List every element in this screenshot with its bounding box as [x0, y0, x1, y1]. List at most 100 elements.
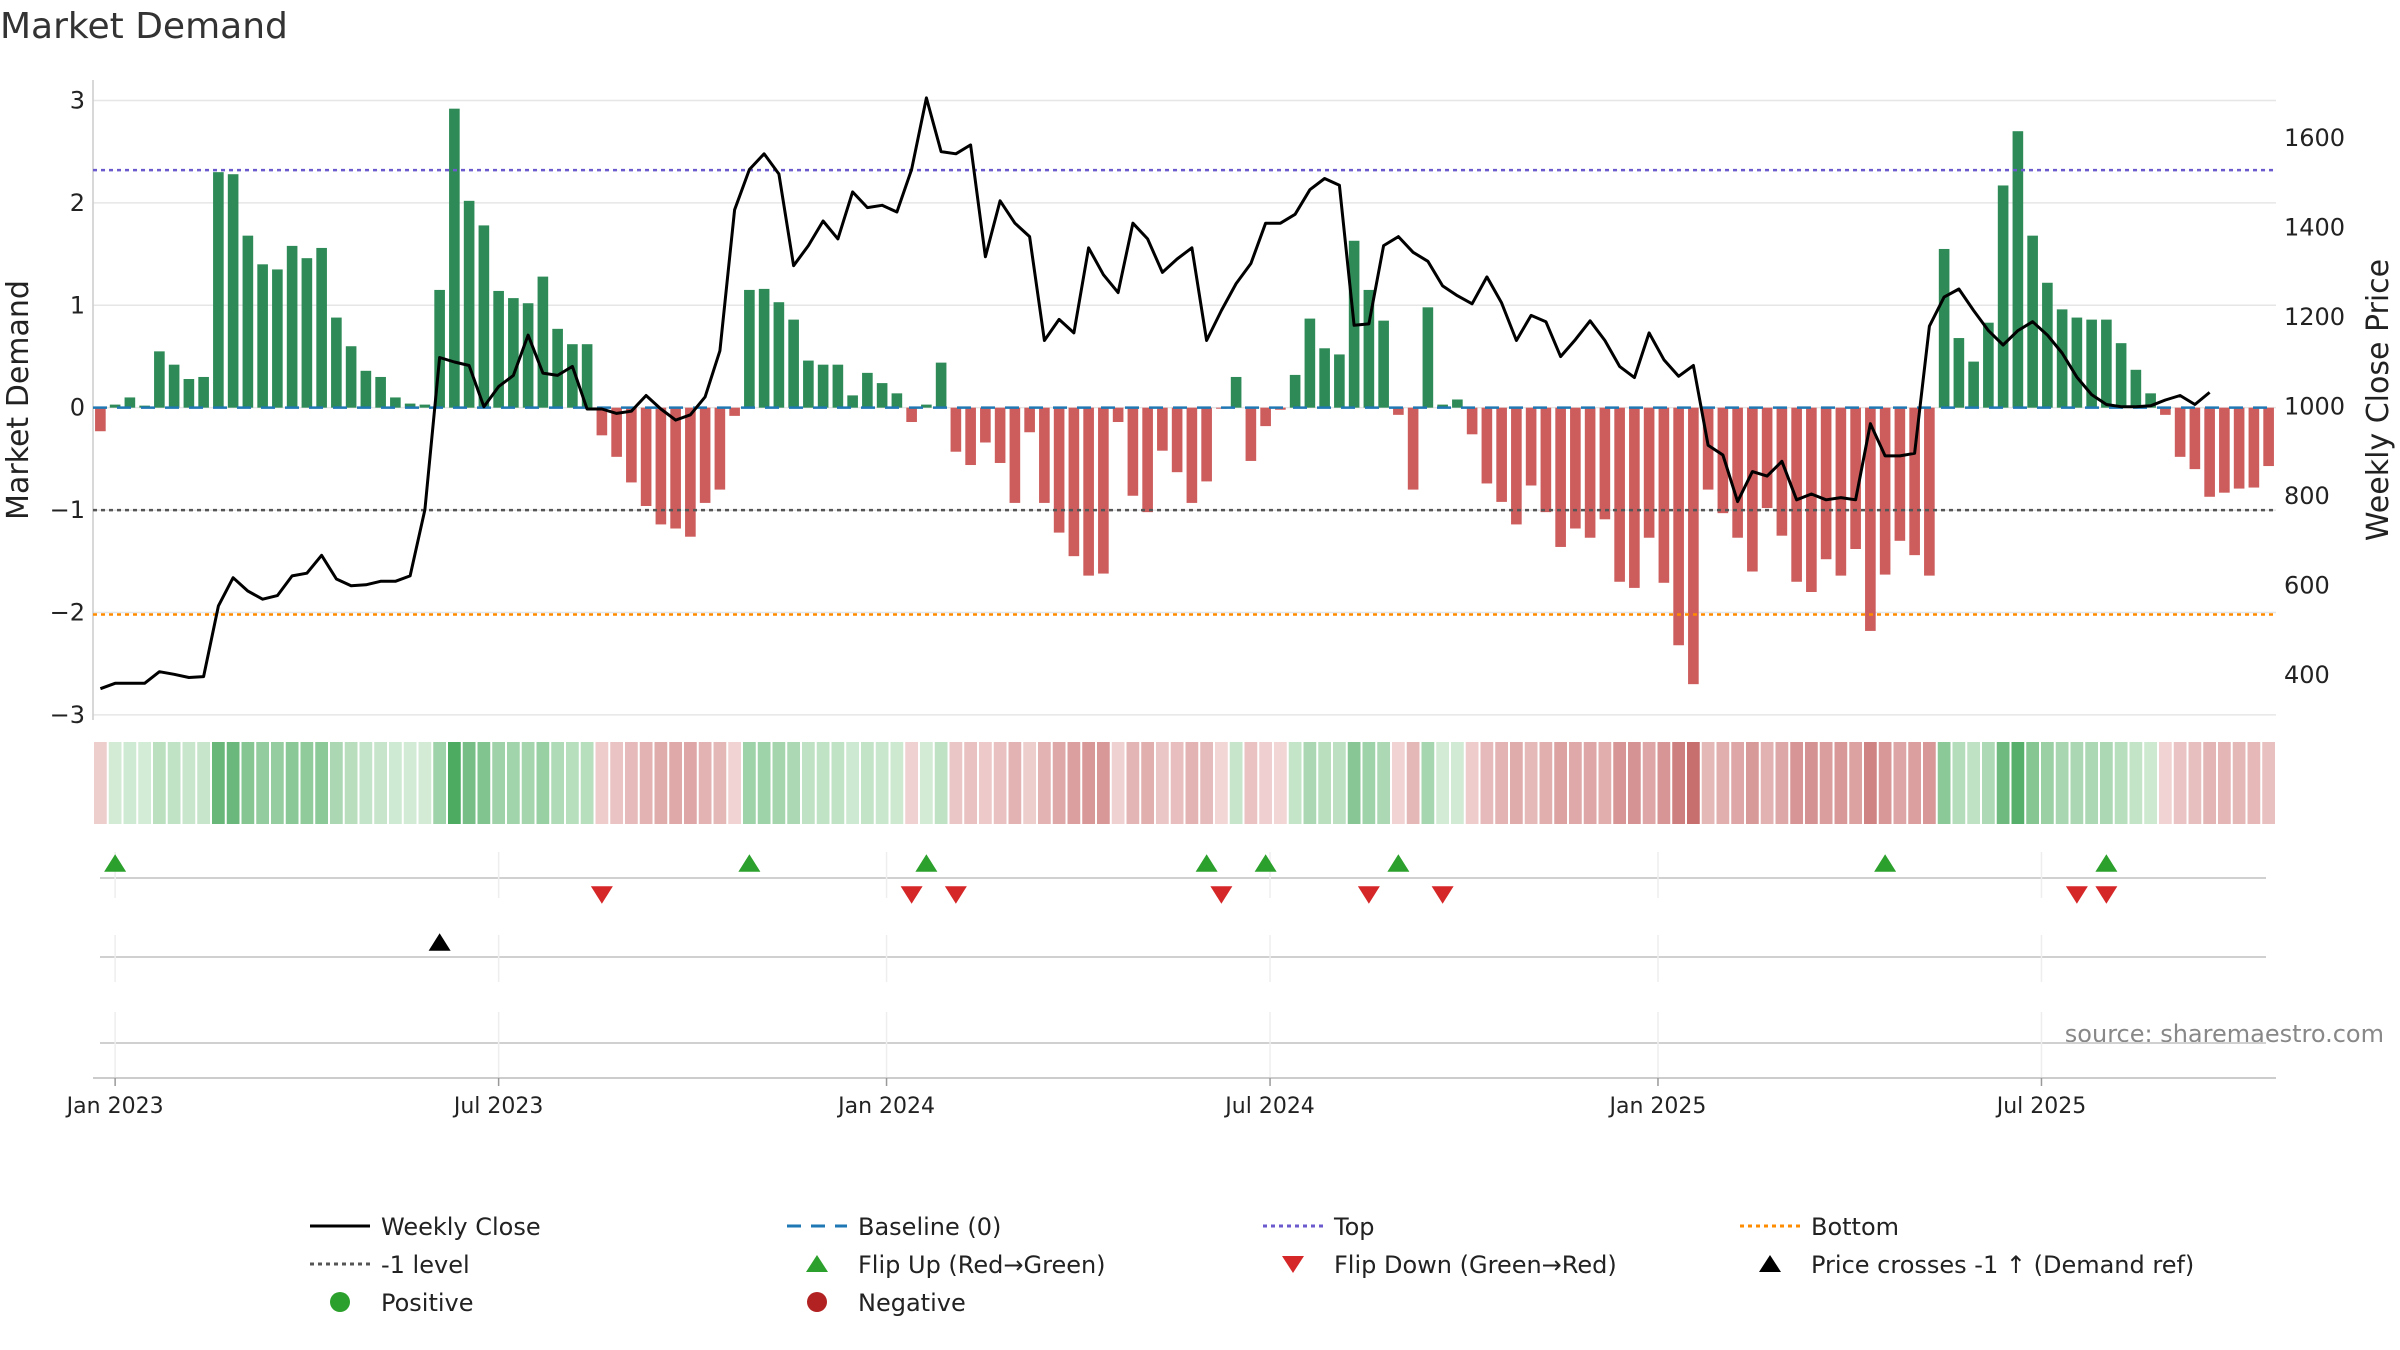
- demand-bar: [1820, 407, 1832, 560]
- heatmap-cell: [1451, 742, 1464, 824]
- demand-bar: [1894, 407, 1906, 541]
- demand-bar: [1260, 407, 1271, 427]
- demand-bar: [331, 317, 342, 408]
- demand-bar: [463, 200, 475, 408]
- heatmap-cell: [1111, 742, 1125, 824]
- heatmap-cell: [1510, 742, 1523, 824]
- demand-bar: [1378, 320, 1389, 408]
- demand-bar: [2012, 131, 2024, 408]
- heatmap-cell: [374, 742, 387, 824]
- heatmap-cell: [182, 742, 196, 824]
- heatmap-cell: [610, 742, 623, 824]
- heatmap-cell: [728, 742, 741, 824]
- demand-bar: [375, 376, 386, 408]
- y-tick-label: −3: [50, 701, 85, 729]
- demand-bar: [242, 235, 254, 408]
- demand-bar: [788, 319, 799, 408]
- demand-bar: [1009, 407, 1021, 503]
- demand-bar: [1142, 407, 1153, 513]
- heatmap-cell: [1819, 742, 1833, 824]
- demand-bar: [567, 344, 578, 408]
- demand-bar: [1924, 407, 1935, 576]
- demand-bar: [744, 289, 755, 408]
- demand-bar: [124, 397, 136, 408]
- main-plot: −3 −2 −1 0 1 2 3 400 600 800 1000 1200 1400 1600: [50, 80, 2345, 729]
- heatmap-cell: [2144, 742, 2157, 824]
- heatmap-cell: [1716, 742, 1730, 824]
- y2-tick-label: 600: [2284, 572, 2330, 600]
- flip-down-marker: [2095, 886, 2118, 904]
- demand-bar: [552, 328, 563, 408]
- heatmap-cell: [1775, 742, 1789, 824]
- flip-up-marker: [1874, 854, 1897, 872]
- x-tick-label: Jul 2024: [1223, 1094, 1315, 1119]
- demand-bar: [1319, 348, 1330, 408]
- demand-bar: [891, 393, 903, 408]
- flip-down-marker: [900, 886, 923, 904]
- demand-bar: [640, 407, 652, 506]
- demand-bar: [1466, 407, 1478, 435]
- demand-bar: [581, 344, 593, 408]
- heatmap-cell: [1834, 742, 1848, 824]
- x-tick-label: Jan 2023: [65, 1094, 164, 1119]
- flip-up-marker: [2095, 854, 2118, 872]
- demand-bar: [2248, 407, 2260, 488]
- demand-bar: [1702, 407, 1714, 490]
- heatmap-cell: [1052, 742, 1066, 824]
- demand-bar: [286, 245, 298, 408]
- heatmap-cell: [226, 742, 240, 824]
- demand-bar: [758, 288, 770, 408]
- demand-bar: [2101, 319, 2112, 408]
- heatmap-cell: [1495, 742, 1508, 824]
- demand-bar: [404, 403, 416, 408]
- flip-down-marker: [590, 886, 613, 904]
- demand-bar: [1643, 407, 1655, 538]
- legend-label: Weekly Close: [381, 1213, 541, 1241]
- legend: Weekly Close Baseline (0) Top Bottom -1 leve…: [310, 1213, 2194, 1317]
- heatmap-cell: [2262, 742, 2275, 824]
- y2-tick-label: 1200: [2284, 303, 2345, 331]
- demand-bar: [227, 174, 239, 408]
- legend-label: Flip Down (Green→Red): [1334, 1251, 1617, 1279]
- heatmap-cell: [536, 742, 550, 824]
- heatmap-cell: [1067, 742, 1081, 824]
- heatmap-cell: [2011, 742, 2025, 824]
- heatmap-cell: [1701, 742, 1715, 824]
- demand-bar: [2042, 282, 2053, 408]
- demand-bar: [109, 404, 121, 408]
- demand-bar: [1599, 407, 1611, 520]
- demand-bar: [1688, 407, 1699, 685]
- demand-bar: [1879, 407, 1891, 575]
- demand-bar: [390, 397, 401, 408]
- heatmap-cell: [167, 742, 181, 824]
- heatmap-cell: [2055, 742, 2069, 824]
- demand-bar: [2263, 407, 2274, 467]
- heatmap-cell: [300, 742, 314, 824]
- demand-bar: [1422, 307, 1434, 408]
- demand-bar: [670, 407, 681, 529]
- demand-bar: [980, 407, 991, 443]
- heatmap-cell: [138, 742, 151, 824]
- legend-symbol: [330, 1292, 350, 1312]
- heatmap-cell: [448, 742, 461, 824]
- demand-bar: [685, 407, 696, 537]
- demand-bar: [1717, 407, 1729, 514]
- flip-up-marker: [915, 854, 938, 872]
- heatmap-cell: [492, 742, 505, 824]
- demand-bar: [803, 360, 814, 408]
- heatmap-cell: [713, 742, 727, 824]
- heatmap-cell: [315, 742, 328, 824]
- y2-axis-label: Weekly Close Price: [2361, 259, 2396, 541]
- heatmap-cell: [94, 742, 107, 824]
- demand-bar: [1363, 289, 1375, 408]
- heatmap-cell: [1244, 742, 1258, 824]
- legend-symbol: [806, 1255, 828, 1272]
- heatmap-cell: [1746, 742, 1759, 824]
- heatmap-cell: [1982, 742, 1995, 824]
- chart-title: Market Demand: [0, 6, 288, 47]
- heatmap-cell: [1170, 742, 1184, 824]
- heatmap-cell: [698, 742, 712, 824]
- heatmap-cell: [890, 742, 904, 824]
- demand-bar: [832, 364, 844, 408]
- heatmap-cell: [743, 742, 756, 824]
